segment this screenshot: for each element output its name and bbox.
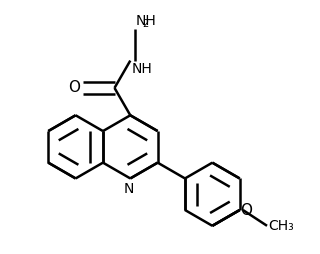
Text: NH: NH <box>136 14 156 28</box>
Text: O: O <box>68 81 81 96</box>
Text: NH: NH <box>131 62 152 76</box>
Text: O: O <box>241 202 252 217</box>
Text: 2: 2 <box>142 19 148 29</box>
Text: N: N <box>124 182 134 196</box>
Text: CH₃: CH₃ <box>268 219 293 233</box>
